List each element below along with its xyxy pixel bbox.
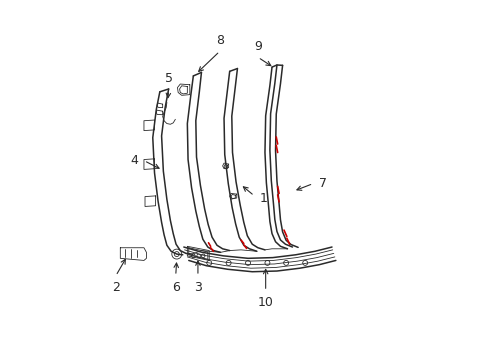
Text: 8: 8 bbox=[215, 33, 224, 47]
Text: 10: 10 bbox=[257, 296, 273, 309]
Text: 7: 7 bbox=[318, 177, 326, 190]
Text: 3: 3 bbox=[194, 280, 202, 293]
Text: 9: 9 bbox=[253, 40, 261, 53]
Text: 6: 6 bbox=[171, 280, 179, 293]
Text: 4: 4 bbox=[130, 154, 139, 167]
Text: 2: 2 bbox=[112, 280, 120, 293]
Text: 5: 5 bbox=[164, 72, 172, 85]
Text: 1: 1 bbox=[259, 192, 266, 205]
